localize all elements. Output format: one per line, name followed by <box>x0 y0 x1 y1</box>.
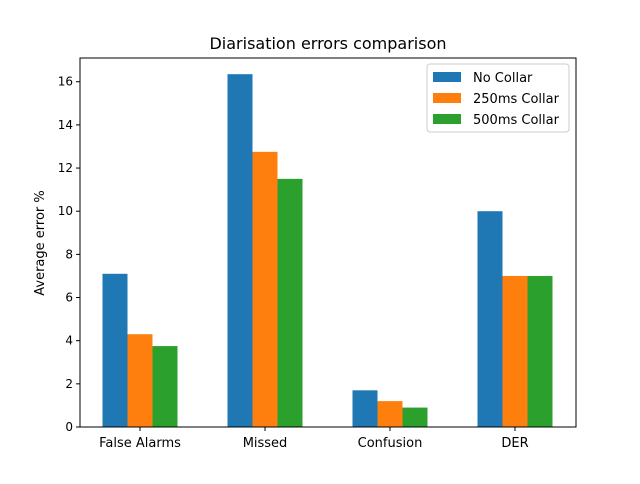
legend-swatch <box>433 72 461 82</box>
y-tick-label: 4 <box>65 334 73 348</box>
x-tick-label: False Alarms <box>99 436 181 451</box>
bar-250ms-collar-false-alarms <box>127 334 153 427</box>
y-tick-label: 0 <box>65 420 73 434</box>
y-axis: 0 2 4 6 8 10 12 14 16 <box>58 75 80 434</box>
bar-no-collar-confusion <box>352 390 378 427</box>
bar-250ms-collar-missed <box>252 151 278 428</box>
y-tick-label: 16 <box>58 75 73 89</box>
y-tick-label: 12 <box>58 161 73 175</box>
plot-frame <box>79 57 577 428</box>
x-axis: False Alarms Missed Confusion DER <box>99 427 529 451</box>
x-tick-label: Missed <box>243 436 288 451</box>
bar-250ms-collar-der <box>502 275 528 427</box>
x-tick-label: Confusion <box>358 436 423 451</box>
bar-500ms-collar-der <box>527 275 553 427</box>
bar-no-collar-false-alarms <box>102 273 128 427</box>
y-tick-label: 6 <box>65 291 73 305</box>
bar-500ms-collar-missed <box>277 178 303 427</box>
x-tick-label: DER <box>501 436 528 451</box>
legend-box <box>426 63 570 133</box>
y-tick-label: 2 <box>65 377 73 391</box>
legend-swatch <box>433 114 461 124</box>
y-axis-label: Average error % <box>33 190 48 295</box>
y-tick-label: 14 <box>58 118 73 132</box>
bar-500ms-collar-confusion <box>402 407 428 427</box>
y-tick-label: 10 <box>58 204 73 218</box>
y-tick-label: 8 <box>65 247 73 261</box>
legend-label: 500ms Collar <box>473 113 560 128</box>
bar-500ms-collar-false-alarms <box>152 346 178 427</box>
bar-no-collar-der <box>477 211 503 427</box>
legend-swatch <box>433 93 461 103</box>
bar-250ms-collar-confusion <box>377 401 403 427</box>
legend: No Collar 250ms Collar 500ms Collar <box>426 63 570 133</box>
bar-no-collar-missed <box>227 74 253 428</box>
chart-title: Diarisation errors comparison <box>209 34 446 53</box>
legend-label: No Collar <box>473 71 533 86</box>
bars-group <box>102 74 553 428</box>
legend-label: 250ms Collar <box>473 92 560 107</box>
